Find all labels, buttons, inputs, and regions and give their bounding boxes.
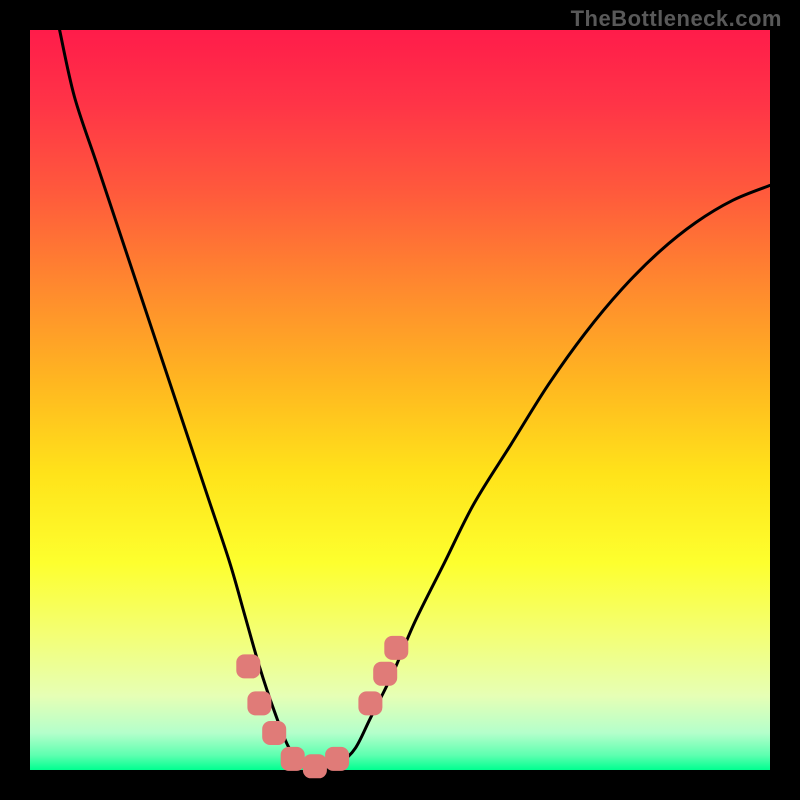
- curve-marker: [236, 654, 260, 678]
- curve-marker: [303, 754, 327, 778]
- watermark-text: TheBottleneck.com: [571, 6, 782, 32]
- curve-marker: [247, 691, 271, 715]
- curve-marker: [373, 662, 397, 686]
- bottleneck-chart: [0, 0, 800, 800]
- curve-marker: [281, 747, 305, 771]
- curve-marker: [358, 691, 382, 715]
- curve-marker: [384, 636, 408, 660]
- curve-marker: [325, 747, 349, 771]
- curve-marker: [262, 721, 286, 745]
